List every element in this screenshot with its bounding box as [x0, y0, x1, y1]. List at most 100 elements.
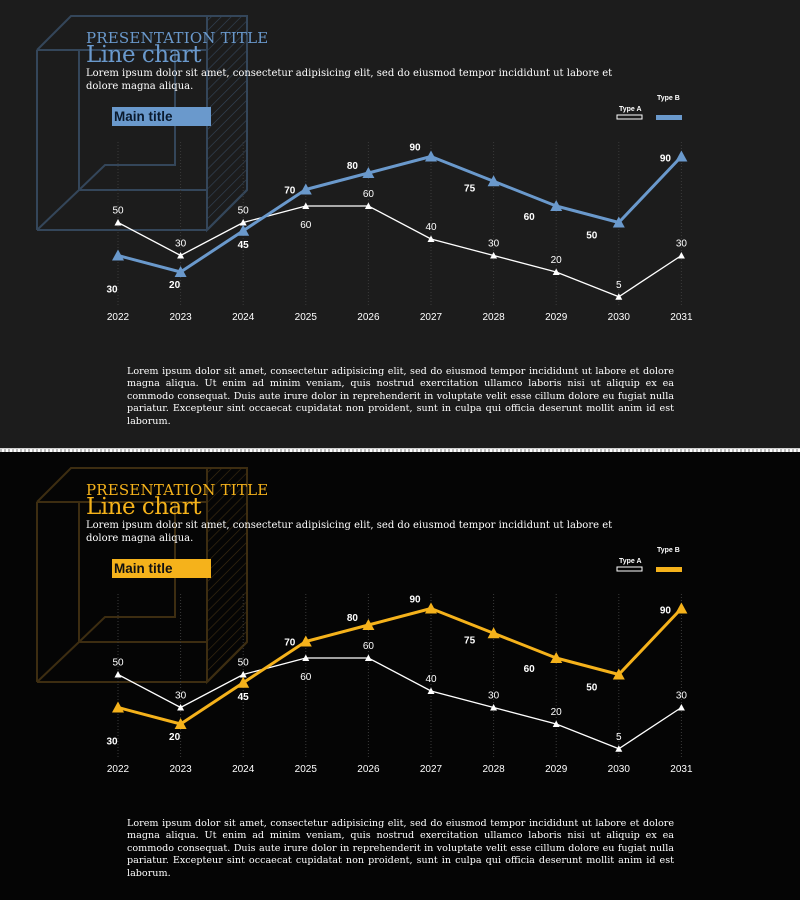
- series-a-value-label: 20: [551, 255, 563, 266]
- body-text: Lorem ipsum dolor sit amet, consectetur …: [127, 366, 674, 427]
- chart-heading: Line chart: [86, 494, 202, 520]
- presentation-title: PRESENTATION TITLE: [86, 481, 269, 499]
- series-a-point: [615, 293, 623, 300]
- series-b-point: [550, 652, 563, 663]
- series-a-point: [239, 219, 247, 226]
- series-b-line: [117, 155, 683, 274]
- series-b-value-label: 50: [586, 231, 598, 242]
- series-a-value-label: 30: [488, 691, 500, 702]
- series-b-value-label: 80: [347, 161, 359, 172]
- series-a-value-label: 50: [238, 206, 250, 217]
- series-b-point: [362, 619, 375, 630]
- series-a-value-label: 30: [175, 239, 187, 250]
- series-a-point: [490, 704, 498, 711]
- series-a-value-label: 50: [112, 206, 124, 217]
- series-a-value-label: 5: [616, 280, 622, 291]
- x-tick-label: 2022: [107, 764, 130, 775]
- series-b-value-label: 90: [409, 595, 421, 606]
- slide-separator: [0, 449, 800, 452]
- x-tick-label: 2031: [670, 312, 693, 323]
- series-a-point: [677, 704, 685, 711]
- x-tick-label: 2024: [232, 764, 255, 775]
- x-tick-label: 2023: [169, 764, 192, 775]
- series-a-value-label: 30: [175, 691, 187, 702]
- series-b-value-label: 30: [106, 285, 118, 296]
- legend-label-a: Type A: [619, 558, 642, 565]
- slide-blue: PRESENTATION TITLE Line chart Lorem ipsu…: [0, 0, 800, 449]
- x-tick-label: 2029: [545, 312, 568, 323]
- series-b-value-label: 50: [586, 683, 598, 694]
- series-b-value-label: 20: [169, 732, 181, 743]
- x-tick-label: 2026: [357, 764, 380, 775]
- series-a-value-label: 50: [112, 658, 124, 669]
- series-b-value-label: 60: [524, 664, 536, 675]
- legend-swatch-a: [616, 566, 643, 572]
- series-b-value-label: 70: [284, 638, 296, 649]
- legend-label-b: Type B: [657, 547, 680, 554]
- series-b-value-label: 70: [284, 186, 296, 197]
- x-tick-label: 2028: [482, 764, 505, 775]
- series-b-point: [425, 602, 437, 614]
- series-b-point: [112, 701, 124, 713]
- series-a-point: [677, 252, 685, 259]
- slide-orange: PRESENTATION TITLE Line chart Lorem ipsu…: [0, 452, 800, 900]
- series-b-point: [550, 200, 563, 211]
- x-tick-label: 2031: [670, 764, 693, 775]
- series-b-point: [612, 668, 625, 680]
- series-b-point: [362, 167, 375, 178]
- series-a-value-label: 60: [300, 220, 312, 231]
- series-b-point: [112, 249, 124, 261]
- series-a-value-label: 30: [676, 239, 688, 250]
- legend-swatch-a: [616, 114, 643, 120]
- series-b-point: [612, 216, 625, 228]
- x-tick-label: 2028: [482, 312, 505, 323]
- chart-heading: Line chart: [86, 42, 202, 68]
- series-b-value-label: 75: [464, 183, 476, 194]
- series-b-value-label: 60: [524, 212, 536, 223]
- main-title-badge: Main title: [112, 107, 211, 126]
- series-b-value-label: 45: [238, 692, 250, 703]
- series-a-value-label: 60: [363, 641, 375, 652]
- series-b-point: [237, 224, 250, 236]
- series-b-value-label: 80: [347, 613, 359, 624]
- legend-swatch-b: [656, 567, 682, 572]
- x-tick-label: 2027: [420, 312, 443, 323]
- x-tick-label: 2027: [420, 764, 443, 775]
- series-a-value-label: 40: [425, 674, 437, 685]
- x-tick-label: 2030: [608, 764, 631, 775]
- series-a-value-label: 60: [300, 672, 312, 683]
- series-a-value-label: 30: [676, 691, 688, 702]
- series-a-point: [427, 687, 435, 694]
- series-a-point: [490, 252, 498, 259]
- series-b-point: [299, 635, 312, 647]
- series-a-point: [239, 671, 247, 678]
- series-b-point: [174, 266, 187, 277]
- x-tick-label: 2023: [169, 312, 192, 323]
- legend-swatch-b: [656, 115, 682, 120]
- intro-text: Lorem ipsum dolor sit amet, consectetur …: [86, 520, 613, 544]
- series-a-point: [114, 671, 122, 678]
- series-a-point: [302, 202, 310, 209]
- series-b-point: [237, 676, 250, 688]
- series-a-point: [364, 202, 372, 209]
- series-b-point: [675, 150, 688, 162]
- series-a-value-label: 50: [238, 658, 250, 669]
- series-a-point: [114, 219, 122, 226]
- x-tick-label: 2030: [608, 312, 631, 323]
- series-b-value-label: 30: [106, 737, 118, 748]
- x-tick-label: 2024: [232, 312, 255, 323]
- line-chart: 2022 2023 2024 2025 2026 2027 2028 2029 2030 2031…: [106, 547, 693, 775]
- series-a-point: [552, 268, 560, 275]
- series-b-value-label: 90: [409, 143, 421, 154]
- series-a-point: [615, 745, 623, 752]
- x-tick-label: 2029: [545, 764, 568, 775]
- series-b-point: [425, 150, 437, 162]
- series-b-value-label: 90: [660, 154, 672, 165]
- series-a-value-label: 30: [488, 239, 500, 250]
- series-b-value-label: 75: [464, 635, 476, 646]
- line-chart: 2022 2023 2024 2025 2026 2027 2028 2029 2030 2031…: [106, 95, 693, 323]
- body-text: Lorem ipsum dolor sit amet, consectetur …: [127, 818, 674, 879]
- x-tick-label: 2025: [295, 312, 318, 323]
- series-a-point: [302, 654, 310, 661]
- series-a-value-label: 40: [425, 222, 437, 233]
